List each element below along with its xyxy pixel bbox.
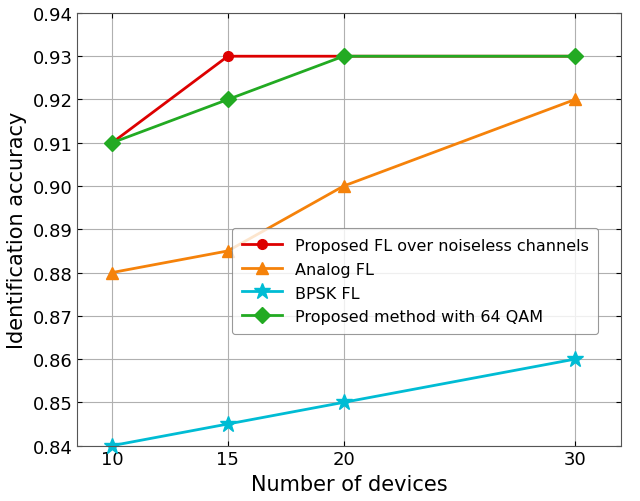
Line: Proposed method with 64 QAM: Proposed method with 64 QAM	[106, 52, 580, 149]
Proposed method with 64 QAM	[572, 54, 579, 60]
Proposed FL over noiseless channels	[108, 140, 116, 146]
Proposed method with 64 QAM	[108, 140, 116, 146]
BPSK FL	[224, 421, 232, 427]
Analog FL	[340, 184, 348, 190]
X-axis label: Number of devices: Number of devices	[251, 474, 448, 494]
Analog FL	[108, 270, 116, 276]
Line: BPSK FL: BPSK FL	[104, 351, 584, 454]
Line: Analog FL: Analog FL	[106, 94, 581, 279]
Proposed method with 64 QAM	[224, 97, 232, 103]
Legend: Proposed FL over noiseless channels, Analog FL, BPSK FL, Proposed method with 64: Proposed FL over noiseless channels, Ana…	[232, 229, 598, 334]
Line: Proposed FL over noiseless channels: Proposed FL over noiseless channels	[108, 52, 580, 148]
BPSK FL	[340, 400, 348, 406]
Proposed FL over noiseless channels	[572, 54, 579, 60]
Analog FL	[224, 248, 232, 255]
Analog FL	[572, 97, 579, 103]
Proposed FL over noiseless channels	[340, 54, 348, 60]
Proposed method with 64 QAM	[340, 54, 348, 60]
Y-axis label: Identification accuracy: Identification accuracy	[7, 111, 27, 348]
BPSK FL	[572, 356, 579, 362]
Proposed FL over noiseless channels	[224, 54, 232, 60]
BPSK FL	[108, 443, 116, 449]
